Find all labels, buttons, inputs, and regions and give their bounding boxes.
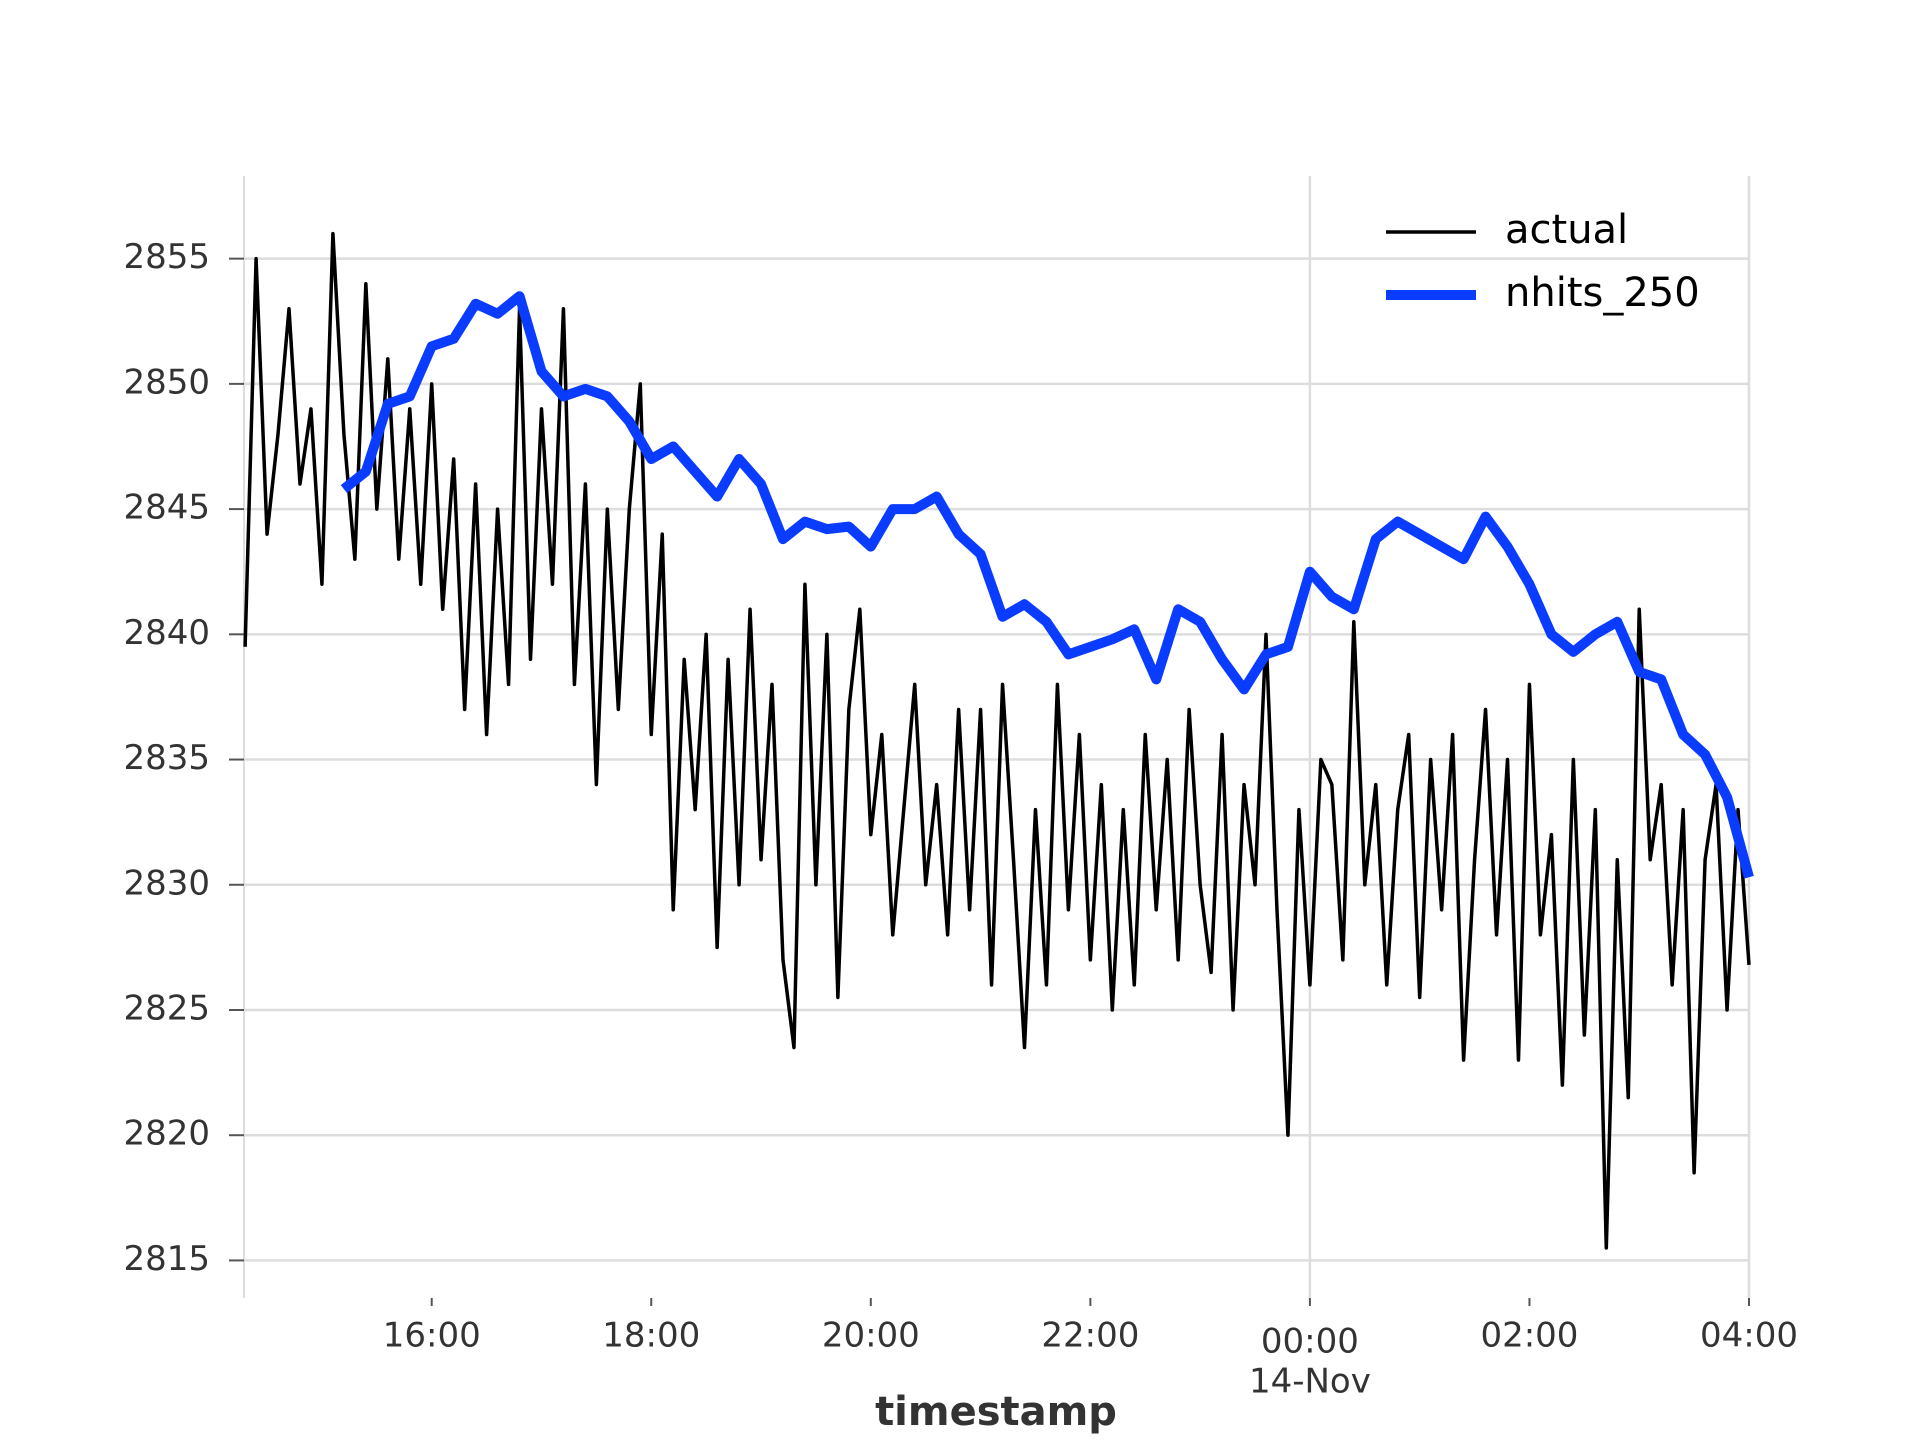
series-line xyxy=(243,231,1751,1250)
x-tick-label: 00:00 xyxy=(1261,1322,1359,1362)
y-tick-label: 2815 xyxy=(123,1239,210,1279)
y-tick-label: 2840 xyxy=(123,613,210,653)
x-tick-label: 20:00 xyxy=(822,1316,920,1356)
x-tick-label: 18:00 xyxy=(602,1316,700,1356)
x-tick-label: 16:00 xyxy=(383,1316,481,1356)
y-tick-label: 2835 xyxy=(123,738,210,778)
y-tick-label: 2845 xyxy=(123,488,210,528)
legend-label: actual xyxy=(1505,207,1628,253)
y-tick-label: 2820 xyxy=(123,1114,210,1154)
x-axis-label: timestamp xyxy=(875,1389,1117,1435)
x-tick-label: 04:00 xyxy=(1700,1316,1798,1356)
x-tick-sublabel: 14-Nov xyxy=(1249,1362,1371,1402)
legend-label: nhits_250 xyxy=(1505,270,1700,316)
y-tick-label: 2830 xyxy=(123,863,210,903)
y-tick-label: 2850 xyxy=(123,362,210,402)
x-tick-label: 02:00 xyxy=(1480,1316,1578,1356)
series-line xyxy=(340,291,1754,879)
x-tick-label: 22:00 xyxy=(1041,1316,1139,1356)
y-tick-label: 2855 xyxy=(123,237,210,277)
y-tick-label: 2825 xyxy=(123,988,210,1028)
